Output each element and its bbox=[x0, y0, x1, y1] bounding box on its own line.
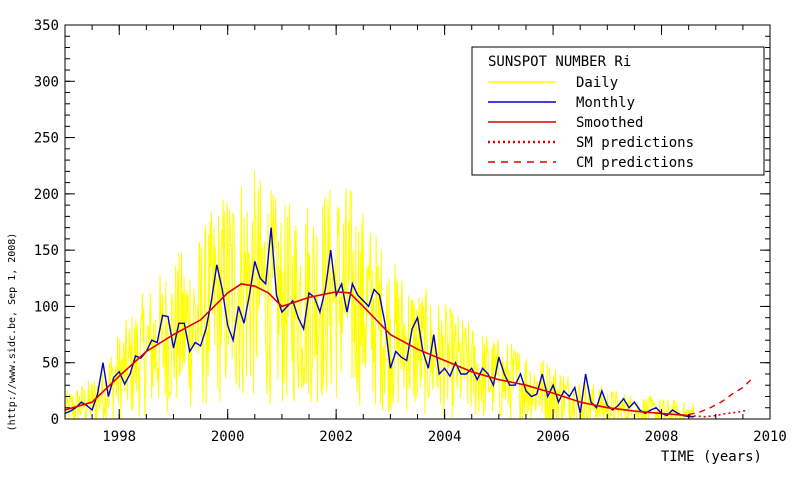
y-tick-label: 350 bbox=[34, 18, 59, 34]
legend-title: SUNSPOT NUMBER Ri bbox=[488, 54, 631, 70]
x-tick-label: 2000 bbox=[211, 429, 245, 445]
legend-label: Smoothed bbox=[576, 115, 643, 131]
x-tick-label: 1998 bbox=[102, 429, 136, 445]
y-tick-label: 100 bbox=[34, 299, 59, 315]
x-tick-label: 2010 bbox=[753, 429, 787, 445]
y-tick-label: 50 bbox=[42, 356, 59, 372]
x-axis-title: TIME (years) bbox=[661, 449, 762, 465]
legend-box bbox=[471, 46, 765, 176]
x-axis: 1998 2000 2002 2004 2006 2008 2010 bbox=[64, 25, 787, 445]
x-tick-label: 2006 bbox=[536, 429, 570, 445]
x-tick-label: 2004 bbox=[428, 429, 462, 445]
daily-line bbox=[65, 170, 695, 419]
series-line-sm-predictions bbox=[688, 409, 749, 418]
credit-label: (http://www.sidc.be, Sep 1, 2008) bbox=[7, 233, 18, 432]
legend-label: Monthly bbox=[576, 95, 635, 111]
y-tick-label: 0 bbox=[51, 412, 59, 428]
y-tick-label: 250 bbox=[34, 131, 59, 147]
y-tick-label: 300 bbox=[34, 74, 59, 90]
y-axis: 0 50 100 150 200 250 300 350 bbox=[34, 18, 770, 428]
legend-label: CM predictions bbox=[576, 155, 694, 171]
y-tick-label: 150 bbox=[34, 243, 59, 259]
series-line-cm-predictions bbox=[688, 379, 752, 416]
legend-label: Daily bbox=[576, 75, 618, 91]
x-tick-label: 2008 bbox=[645, 429, 679, 445]
x-tick-label: 2002 bbox=[319, 429, 353, 445]
series-line-monthly bbox=[65, 227, 695, 418]
y-tick-label: 200 bbox=[34, 187, 59, 203]
legend: SUNSPOT NUMBER Ri Daily Monthly Smoothed SM… bbox=[471, 46, 765, 176]
series-lines bbox=[65, 227, 752, 418]
legend-label: SM predictions bbox=[576, 135, 694, 151]
series-line-smoothed bbox=[65, 283, 689, 417]
daily-series bbox=[65, 170, 695, 419]
